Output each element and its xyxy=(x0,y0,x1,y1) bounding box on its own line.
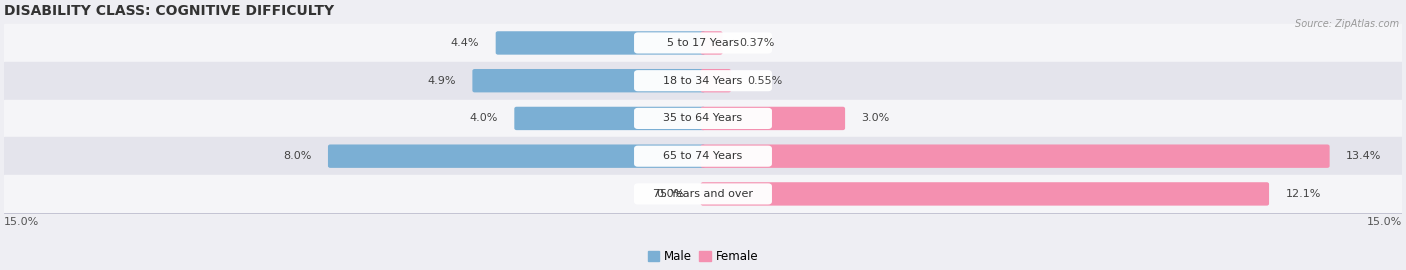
FancyBboxPatch shape xyxy=(634,183,772,204)
Text: 4.0%: 4.0% xyxy=(470,113,498,123)
Text: 18 to 34 Years: 18 to 34 Years xyxy=(664,76,742,86)
FancyBboxPatch shape xyxy=(634,32,772,53)
FancyBboxPatch shape xyxy=(634,146,772,167)
Legend: Male, Female: Male, Female xyxy=(643,245,763,267)
Text: DISABILITY CLASS: COGNITIVE DIFFICULTY: DISABILITY CLASS: COGNITIVE DIFFICULTY xyxy=(4,4,335,18)
FancyBboxPatch shape xyxy=(700,31,723,55)
FancyBboxPatch shape xyxy=(515,107,706,130)
Text: 8.0%: 8.0% xyxy=(283,151,312,161)
Bar xyxy=(4,62,1402,100)
Text: 4.9%: 4.9% xyxy=(427,76,456,86)
Text: 0.0%: 0.0% xyxy=(657,189,685,199)
Bar xyxy=(4,175,1402,213)
FancyBboxPatch shape xyxy=(472,69,706,92)
FancyBboxPatch shape xyxy=(496,31,706,55)
FancyBboxPatch shape xyxy=(634,108,772,129)
Text: 65 to 74 Years: 65 to 74 Years xyxy=(664,151,742,161)
FancyBboxPatch shape xyxy=(700,144,1330,168)
Text: 5 to 17 Years: 5 to 17 Years xyxy=(666,38,740,48)
Text: 0.55%: 0.55% xyxy=(747,76,783,86)
Text: Source: ZipAtlas.com: Source: ZipAtlas.com xyxy=(1295,19,1399,29)
Text: 35 to 64 Years: 35 to 64 Years xyxy=(664,113,742,123)
Text: 3.0%: 3.0% xyxy=(862,113,890,123)
Text: 4.4%: 4.4% xyxy=(451,38,479,48)
FancyBboxPatch shape xyxy=(700,107,845,130)
FancyBboxPatch shape xyxy=(634,70,772,91)
Bar xyxy=(4,24,1402,62)
Text: 75 Years and over: 75 Years and over xyxy=(652,189,754,199)
Text: 12.1%: 12.1% xyxy=(1285,189,1320,199)
Text: 13.4%: 13.4% xyxy=(1346,151,1381,161)
Bar xyxy=(4,100,1402,137)
FancyBboxPatch shape xyxy=(700,69,731,92)
FancyBboxPatch shape xyxy=(700,182,1270,206)
Text: 0.37%: 0.37% xyxy=(740,38,775,48)
Bar xyxy=(4,137,1402,175)
Text: 15.0%: 15.0% xyxy=(1367,217,1402,227)
FancyBboxPatch shape xyxy=(328,144,706,168)
Text: 15.0%: 15.0% xyxy=(4,217,39,227)
